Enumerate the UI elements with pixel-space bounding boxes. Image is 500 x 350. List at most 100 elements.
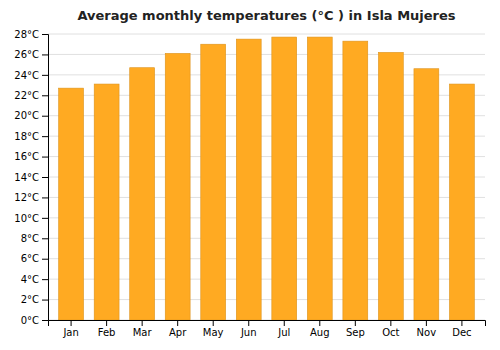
bar	[94, 84, 119, 320]
tick-mark	[42, 177, 48, 178]
tick-mark	[461, 320, 462, 326]
bars	[59, 37, 475, 320]
axis-line	[49, 321, 486, 327]
title: Average monthly temperatures (°C ) in Is…	[77, 8, 455, 23]
bar	[130, 68, 155, 320]
tick-mark	[42, 238, 48, 239]
tick: Sep	[346, 320, 365, 338]
tick-mark	[390, 320, 391, 326]
tick-label: 10°C	[14, 213, 39, 224]
bar	[201, 44, 226, 320]
tick-mark	[106, 320, 107, 326]
tick: Apr	[169, 320, 187, 338]
tick-label: Mar	[133, 327, 153, 338]
bar	[59, 88, 84, 320]
tick-label: 22°C	[14, 90, 39, 101]
y-axis: 0°C 2°C 4°C 6°C 8°C 10°C 12°C 14°C 16°C 18°C 20°C 2…	[14, 29, 48, 326]
tick-mark	[284, 320, 285, 326]
tick-mark	[42, 34, 48, 35]
tick-mark	[42, 75, 48, 76]
tick-label: 8°C	[21, 233, 39, 244]
tick: 24°C	[14, 70, 48, 81]
tick: 8°C	[21, 233, 48, 244]
tick-label: 20°C	[14, 110, 39, 121]
tick-label: Jun	[240, 327, 257, 338]
tick-mark	[319, 320, 320, 326]
tick: Jan	[62, 320, 78, 338]
tick-mark	[248, 320, 249, 326]
bar	[414, 69, 439, 320]
tick-label: 12°C	[14, 192, 39, 203]
tick: 6°C	[21, 253, 48, 264]
tick-label: Oct	[382, 327, 399, 338]
tick-label: Apr	[169, 327, 187, 338]
tick-label: Dec	[452, 327, 471, 338]
tick: Dec	[452, 320, 471, 338]
bar	[272, 37, 297, 320]
tick-label: 6°C	[21, 253, 39, 264]
tick-mark	[142, 320, 143, 326]
bar	[307, 37, 332, 320]
grid	[48, 34, 485, 320]
tick: Mar	[133, 320, 153, 338]
tick-label: 28°C	[14, 29, 39, 40]
tick: 4°C	[21, 274, 48, 285]
tick-label: Jan	[62, 327, 78, 338]
tick-label: May	[203, 327, 224, 338]
tick-label: Feb	[98, 327, 116, 338]
tick-label: Aug	[310, 327, 330, 338]
x-axis: Jan Feb Mar Apr May Jun Jul Aug Sep Oct Nov Dec	[49, 320, 486, 338]
tick: 2°C	[21, 294, 48, 305]
tick-mark	[42, 320, 48, 321]
tick-mark	[42, 136, 48, 137]
tick-mark	[426, 320, 427, 326]
tick: 22°C	[14, 90, 48, 101]
tick-mark	[42, 300, 48, 301]
tick-label: 16°C	[14, 151, 39, 162]
tick: Jul	[277, 320, 290, 338]
tick-mark	[42, 54, 48, 55]
tick-mark	[42, 259, 48, 260]
bar	[236, 39, 261, 320]
tick-mark	[42, 279, 48, 280]
bar	[378, 52, 403, 320]
tick: Oct	[382, 320, 399, 338]
tick-label: 0°C	[21, 315, 39, 326]
tick-label: 26°C	[14, 49, 39, 60]
tick-label: 4°C	[21, 274, 39, 285]
tick-mark	[71, 320, 72, 326]
tick-mark	[177, 320, 178, 326]
chart: 0°C 2°C 4°C 6°C 8°C 10°C 12°C 14°C 16°C 18°C 20°C 2…	[0, 0, 500, 350]
grid-line	[48, 34, 485, 35]
axis-line	[42, 35, 49, 321]
tick: 20°C	[14, 110, 48, 121]
tick: May	[203, 320, 224, 338]
tick: Feb	[98, 320, 116, 338]
bar	[343, 41, 368, 320]
tick: 18°C	[14, 131, 48, 142]
bar	[165, 53, 190, 320]
tick-label: 24°C	[14, 70, 39, 81]
grid-line	[48, 54, 485, 55]
tick-label: 14°C	[14, 172, 39, 183]
tick: 10°C	[14, 213, 48, 224]
tick: 26°C	[14, 49, 48, 60]
tick: Aug	[310, 320, 330, 338]
tick-mark	[42, 197, 48, 198]
tick: Nov	[417, 320, 437, 338]
tick-mark	[213, 320, 214, 326]
tick: 0°C	[21, 315, 48, 326]
tick: 28°C	[14, 29, 48, 40]
tick-label: Sep	[346, 327, 365, 338]
tick-label: 18°C	[14, 131, 39, 142]
tick-mark	[355, 320, 356, 326]
bar	[449, 84, 474, 320]
tick-mark	[42, 157, 48, 158]
tick-mark	[42, 218, 48, 219]
tick: 16°C	[14, 151, 48, 162]
tick-mark	[42, 95, 48, 96]
tick-label: Jul	[277, 327, 290, 338]
tick-label: Nov	[417, 327, 437, 338]
tick-mark	[42, 116, 48, 117]
tick: Jun	[240, 320, 257, 338]
